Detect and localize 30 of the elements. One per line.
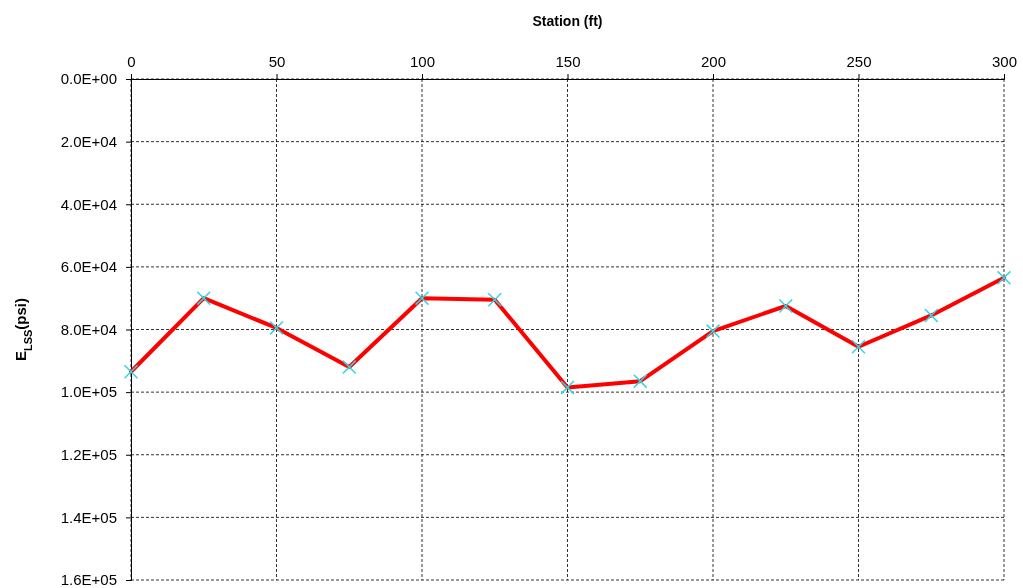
x-tick-label: 0 [127, 52, 136, 70]
point [414, 291, 430, 306]
point [269, 320, 284, 336]
x-tick-label: 200 [700, 52, 727, 70]
y-tick-label: 1.4E+05 [60, 508, 117, 526]
x-tick-label: 300 [991, 52, 1018, 70]
y-tick-label: 1.2E+05 [60, 446, 117, 464]
x-tick-label: 250 [846, 52, 872, 70]
point [778, 298, 793, 314]
point [924, 308, 939, 323]
y-tick-label: 1.0E+05 [60, 383, 117, 401]
y-tick-label: 6.0E+04 [60, 258, 117, 276]
x-axis-title: Station (ft) [532, 13, 603, 29]
point [342, 359, 357, 375]
point [851, 339, 866, 354]
y-tick-label: 0.0E+00 [60, 70, 117, 88]
point [560, 380, 575, 395]
point [487, 292, 502, 307]
point [996, 270, 1012, 286]
x-tick-label: 150 [555, 52, 581, 70]
x-tick-label: 50 [268, 52, 286, 70]
y-tick-label: 4.0E+04 [60, 195, 117, 213]
y-tick-label: 2.0E+04 [60, 132, 117, 150]
point [633, 373, 648, 389]
point [123, 364, 139, 379]
y-tick-label: 8.0E+04 [60, 320, 117, 338]
point [705, 323, 721, 339]
x-tick-label: 100 [409, 52, 436, 70]
y-tick-label: 1.6E+05 [60, 571, 117, 588]
point [196, 291, 211, 306]
